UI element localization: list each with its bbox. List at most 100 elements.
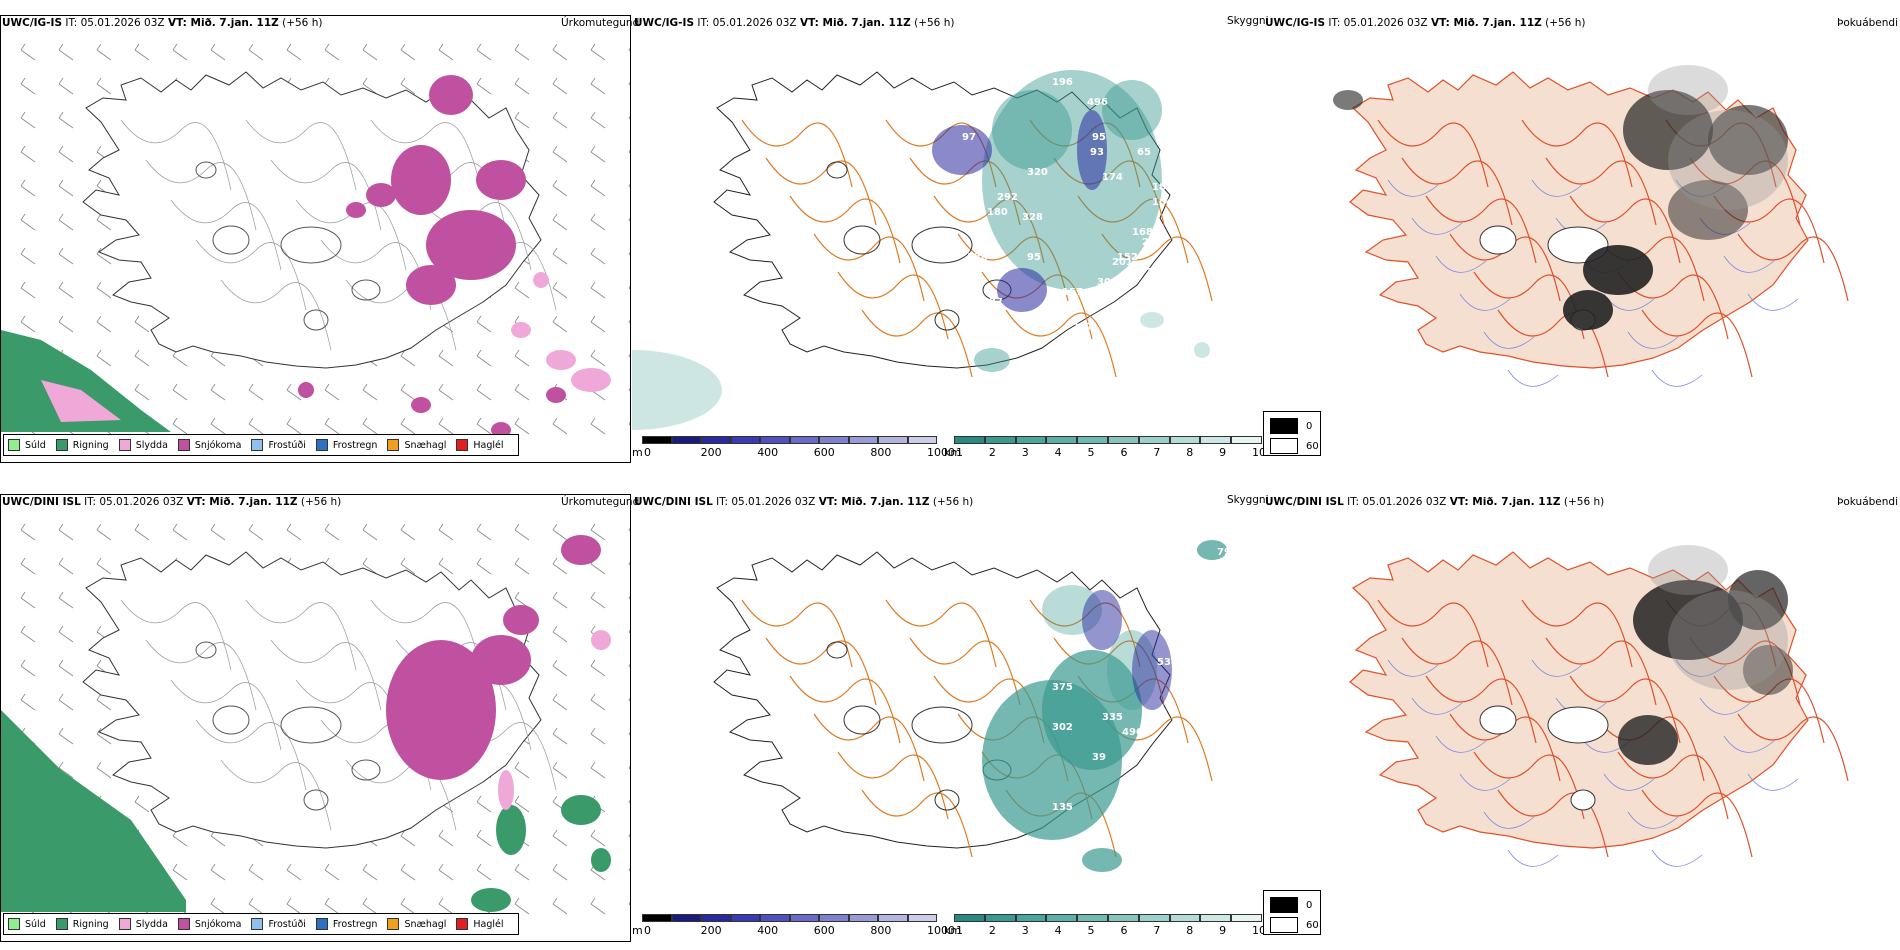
wind-barb (96, 43, 112, 61)
road-line (370, 599, 482, 671)
cloudbase-label: 227 (982, 297, 1003, 308)
cloudbase-colorbar-segment (848, 436, 878, 444)
precip-type-map-1 (1, 43, 630, 438)
road-line (1737, 233, 1849, 302)
wind-barb (400, 863, 416, 881)
wind-barb (476, 349, 492, 367)
wind-barb (590, 247, 606, 265)
wind-barb (552, 111, 568, 129)
wind-barb (438, 523, 454, 541)
visibility-colorbar-segment (984, 914, 1016, 922)
cloudbase-label: 375 (1052, 682, 1073, 693)
river-line (1507, 849, 1559, 867)
wind-barb (324, 863, 340, 881)
wind-barb (324, 383, 340, 401)
wind-barb (20, 659, 36, 677)
wind-barb (96, 349, 112, 367)
cloudbase-label: 152 (1117, 252, 1138, 263)
cloudbase-label: 496 (1122, 727, 1143, 738)
wind-barb (172, 383, 188, 401)
wind-barb (552, 591, 568, 609)
river-line (1411, 217, 1463, 235)
road-line (220, 279, 332, 351)
legend-label: Súld (25, 439, 46, 451)
cloudbase-label: 94 (1212, 592, 1226, 603)
wind-barb (552, 247, 568, 265)
river-line (1651, 849, 1703, 867)
wind-barb (210, 417, 226, 435)
wind-barb (552, 829, 568, 847)
wind-barb (134, 315, 150, 333)
low-visibility-area (974, 348, 1010, 372)
wind-barb (58, 77, 74, 95)
glacier-outline (843, 225, 881, 255)
wind-barb (96, 281, 112, 299)
fog-area (1333, 90, 1363, 110)
road-line (120, 119, 232, 191)
wind-barb (552, 315, 568, 333)
wind-barb (20, 77, 36, 95)
panel-6-title: Þokuábendi (1837, 496, 1898, 508)
wind-barb (438, 383, 454, 401)
wind-barb (628, 663, 630, 668)
glacier (1547, 706, 1609, 744)
wind-barb (286, 897, 302, 915)
wind-barb (96, 557, 112, 575)
wind-barb (248, 383, 264, 401)
cloudbase-label: 19 (902, 122, 916, 133)
wind-barb (552, 145, 568, 163)
wind-barb (476, 557, 492, 575)
wind-barb (20, 625, 36, 643)
legend-item-3: Snjókoma (177, 918, 242, 930)
wind-barb (286, 383, 302, 401)
cloudbase-label: 201 (1112, 257, 1133, 268)
wind-barb (628, 901, 630, 906)
cloudbase-colorbar-segment (819, 914, 849, 922)
legend-item-7: Haglél (456, 918, 504, 930)
wind-barb (362, 383, 378, 401)
panel-1-title: Úrkomutegund (561, 17, 640, 29)
legend-item-7: Haglél (456, 439, 504, 451)
legend-label: Frostúði (268, 439, 306, 451)
snowfall-area (546, 387, 566, 403)
wind-barb (58, 179, 74, 197)
glacier-outline (934, 309, 960, 331)
wind-barb (286, 43, 302, 61)
visibility-colorbar-tick: 1 (956, 924, 963, 937)
visibility-colorbar-tick: 4 (1054, 924, 1062, 937)
rain-area (561, 795, 601, 825)
cloudbase-colorbar-segment (642, 436, 672, 444)
wind-barb (134, 523, 150, 541)
cloudbase-colorbar-tick: 1000 (927, 924, 955, 937)
legend-label: Frostregn (332, 918, 378, 930)
legend-label: Haglél (473, 918, 504, 930)
wind-barb (324, 43, 340, 61)
panel-3-title: Þokuábendi (1837, 17, 1898, 29)
wind-barb (476, 383, 492, 401)
wind-barb (552, 693, 568, 711)
wind-barb (20, 591, 36, 609)
glacier (1479, 225, 1517, 255)
wind-barb (96, 727, 112, 745)
sleet-area (511, 322, 531, 338)
cloudbase-colorbar-tick: 200 (700, 924, 722, 937)
wind-barb (552, 659, 568, 677)
river-line (1435, 735, 1487, 753)
road-line (170, 199, 282, 271)
wind-barb (210, 523, 226, 541)
legend-swatch (315, 918, 328, 930)
legend-item-5: Frostregn (315, 439, 377, 451)
panel-4-header: UWC/DINI ISL IT: 05.01.2026 03Z VT: Mið.… (2, 496, 342, 508)
wind-barb (628, 115, 630, 120)
legend-label: Snjókoma (194, 918, 242, 930)
wind-barb (400, 383, 416, 401)
road-line (1521, 599, 1633, 668)
cloudbase-colorbar-segment (701, 914, 731, 922)
wind-barb (58, 727, 74, 745)
low-cloud-area (932, 125, 992, 175)
wind-barb (628, 629, 630, 634)
snowfall-area (391, 145, 451, 215)
wind-barb (58, 247, 74, 265)
low-visibility-area (632, 350, 722, 430)
iceland-coastline (713, 71, 1173, 369)
